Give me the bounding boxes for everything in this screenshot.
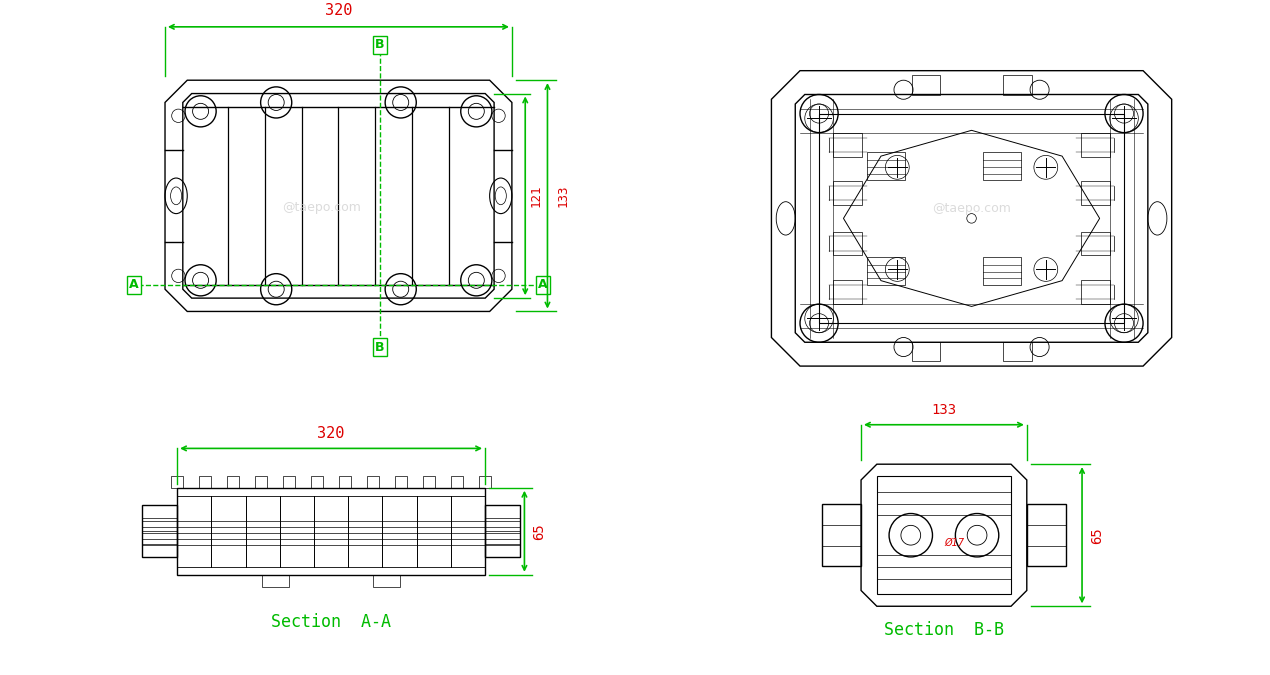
Bar [912,342,940,361]
Text: 133: 133 [556,184,569,207]
Text: B: B [376,38,385,51]
Bar [1003,76,1031,95]
Bar [1081,182,1110,205]
Text: Section  A-A: Section A-A [271,613,391,631]
Bar [479,476,491,488]
Bar [339,476,351,488]
Bar [485,505,521,558]
Bar [199,476,211,488]
Bar [142,505,177,558]
Bar [311,476,323,488]
Bar [822,504,861,566]
Bar [867,256,906,285]
Text: A: A [538,278,547,292]
Bar [367,476,378,488]
Bar [983,256,1021,285]
Bar [833,182,862,205]
Text: Ø17: Ø17 [944,538,964,548]
Bar [833,280,862,304]
Text: B: B [376,340,385,354]
Bar [177,488,485,574]
Bar [262,574,290,587]
Bar [1081,280,1110,304]
Bar [983,152,1021,180]
Text: Section  B-B: Section B-B [884,621,1003,639]
Bar [876,476,1011,595]
Text: 65: 65 [532,523,546,539]
Bar [912,76,940,95]
Text: @taepo.com: @taepo.com [932,202,1011,215]
Bar [867,152,906,180]
Text: A: A [130,278,138,292]
Bar [372,574,400,587]
Bar [227,476,239,488]
Bar [283,476,295,488]
Bar [833,232,862,255]
Bar [255,476,267,488]
Text: @taepo.com: @taepo.com [282,201,361,214]
Bar [1081,232,1110,255]
Bar [395,476,406,488]
Bar [1027,504,1067,566]
Text: 133: 133 [931,403,956,417]
Bar [171,476,183,488]
Bar [423,476,434,488]
Text: 121: 121 [530,184,542,207]
Bar [833,133,862,157]
Bar [1081,133,1110,157]
Bar [819,113,1124,323]
Bar [451,476,462,488]
Text: 320: 320 [325,3,352,18]
Bar [1003,342,1031,361]
Text: 65: 65 [1090,527,1104,543]
Text: 320: 320 [318,425,344,441]
